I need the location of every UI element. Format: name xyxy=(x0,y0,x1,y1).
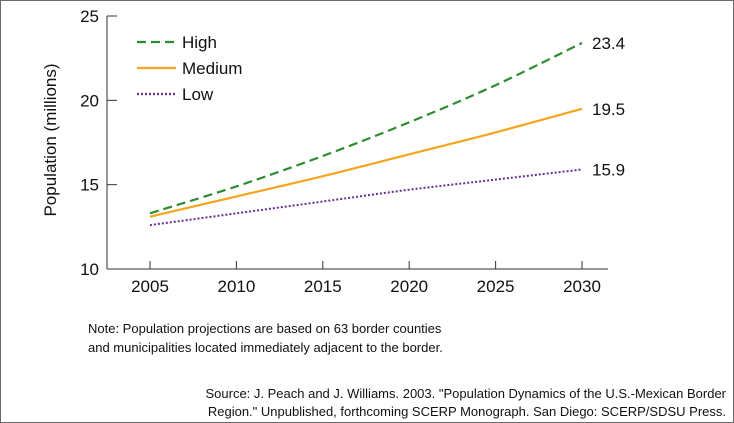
x-tick-label: 2010 xyxy=(217,277,255,296)
note-line-2: and municipalities located immediately a… xyxy=(88,340,443,355)
end-value-labels: 23.4 19.5 15.9 xyxy=(592,34,625,179)
series-line-high xyxy=(149,42,583,215)
source-citation: Source: J. Peach and J. Williams. 2003. … xyxy=(205,385,726,421)
y-axis-label: Population (millions) xyxy=(41,63,60,216)
x-tick-label: 2030 xyxy=(563,277,601,296)
chart-legend: High Medium Low xyxy=(137,33,242,104)
x-tick-label: 2005 xyxy=(131,277,169,296)
end-label-low: 15.9 xyxy=(592,160,625,179)
series-lines xyxy=(149,42,583,227)
series-line-medium xyxy=(149,107,583,218)
x-tick-label: 2025 xyxy=(477,277,515,296)
legend-label-high: High xyxy=(182,33,217,52)
x-tick-label: 2020 xyxy=(390,277,428,296)
y-tick-label: 25 xyxy=(80,7,99,26)
y-tick-label: 20 xyxy=(80,91,99,110)
y-tick-label: 15 xyxy=(80,176,99,195)
legend-label-low: Low xyxy=(182,85,214,104)
end-label-high: 23.4 xyxy=(592,34,625,53)
legend-label-medium: Medium xyxy=(182,59,242,78)
source-line-1: Source: J. Peach and J. Williams. 2003. … xyxy=(205,386,726,401)
source-line-2: Region." Unpublished, forthcoming SCERP … xyxy=(207,404,726,419)
series-line-low xyxy=(149,168,583,227)
y-tick-label: 10 xyxy=(80,260,99,279)
note-text: Note: Population projections are based o… xyxy=(88,319,443,357)
x-tick-label: 2015 xyxy=(304,277,342,296)
note-line-1: Note: Population projections are based o… xyxy=(88,321,442,336)
end-label-medium: 19.5 xyxy=(592,100,625,119)
